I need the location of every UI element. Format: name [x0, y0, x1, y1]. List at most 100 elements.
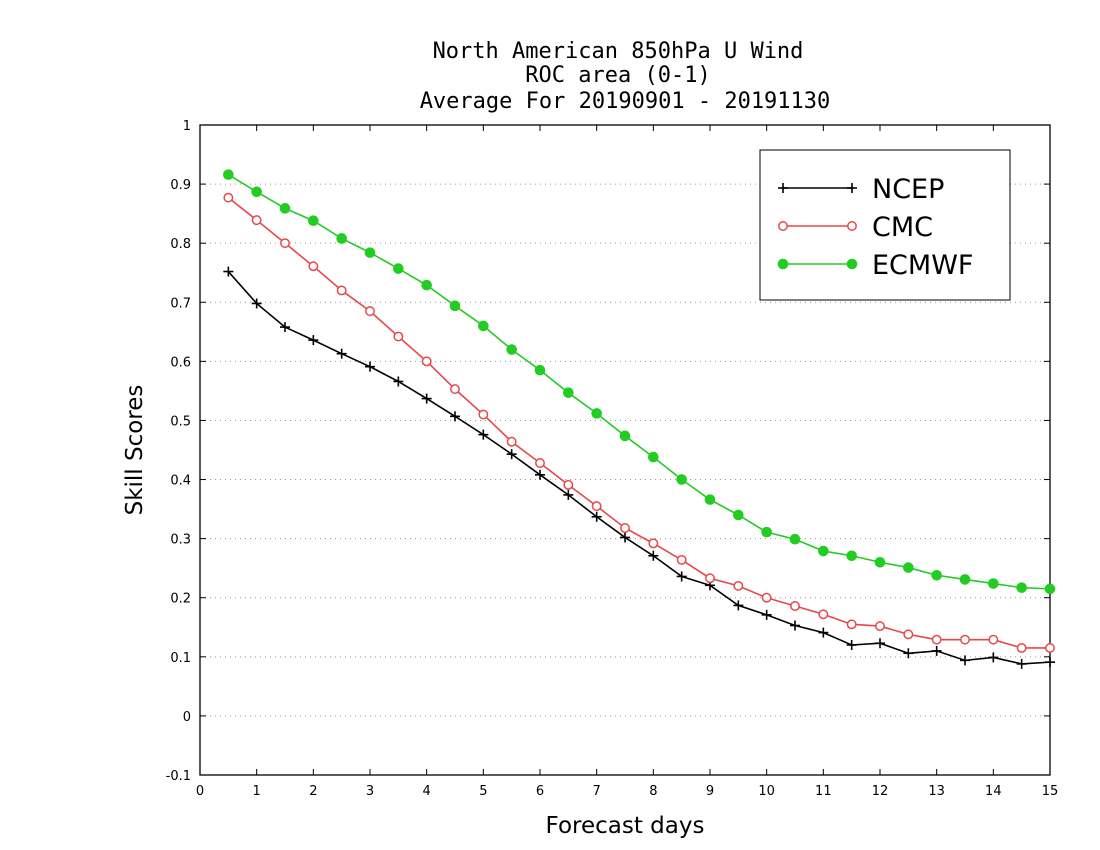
legend-item-cmc: CMC	[778, 212, 933, 243]
data-point-ecmwf	[818, 545, 829, 557]
x-tick-label: 10	[758, 784, 775, 799]
data-point-ncep	[988, 652, 999, 663]
legend: NCEP CMC ECMWF	[759, 149, 1011, 301]
series-cmc	[223, 192, 1055, 653]
data-point-ecmwf	[591, 408, 602, 419]
legend-label: CMC	[872, 212, 933, 243]
x-tick-label: 14	[985, 784, 1002, 799]
x-tick-label: 3	[366, 784, 374, 799]
data-point-cmc	[676, 554, 687, 565]
data-point-cmc	[960, 634, 970, 645]
data-point-ncep	[676, 571, 687, 582]
data-point-cmc	[1045, 643, 1055, 653]
plot-frame	[199, 124, 1051, 776]
x-axis-label: Forecast days	[546, 813, 705, 839]
data-point-ncep	[336, 348, 347, 359]
x-tick-label: 4	[423, 784, 431, 799]
data-point-ncep	[875, 638, 885, 649]
data-point-cmc	[648, 538, 659, 549]
data-point-ecmwf	[733, 509, 744, 521]
data-point-ncep	[308, 335, 319, 346]
data-point-cmc	[846, 619, 857, 630]
data-point-cmc	[818, 609, 829, 620]
data-point-ncep	[280, 322, 290, 333]
data-point-cmc	[421, 356, 432, 367]
x-tick-label: 7	[593, 784, 601, 799]
data-point-ecmwf	[761, 526, 772, 538]
legend-marker	[778, 183, 788, 193]
data-point-ncep	[790, 620, 800, 631]
x-tick-label: 1	[253, 784, 261, 799]
data-point-ncep	[761, 609, 772, 620]
y-tick-label: 0	[183, 710, 191, 725]
data-point-ecmwf	[563, 387, 574, 398]
x-tick-label: 8	[649, 784, 657, 799]
data-point-cmc	[705, 573, 715, 584]
data-point-ncep	[421, 393, 432, 404]
x-tick-label: 2	[309, 784, 317, 799]
data-point-ncep	[506, 449, 517, 460]
legend-marker	[846, 258, 858, 270]
series-layer	[223, 169, 1056, 669]
legend-label: NCEP	[872, 174, 944, 205]
data-point-ecmwf	[449, 300, 461, 312]
data-point-cmc	[393, 331, 404, 342]
data-point-cmc	[988, 634, 999, 645]
data-point-ncep	[365, 361, 375, 372]
data-point-cmc	[591, 501, 602, 512]
data-point-ncep	[478, 429, 489, 440]
data-point-cmc	[931, 634, 942, 645]
data-point-cmc	[563, 479, 574, 490]
series-ncep	[223, 266, 1055, 669]
x-tick-label: 5	[479, 784, 487, 799]
y-tick-label: 0.6	[170, 355, 191, 370]
data-point-ncep	[648, 550, 659, 561]
data-point-cmc	[761, 592, 772, 603]
data-point-ecmwf	[789, 533, 801, 545]
data-point-ecmwf	[648, 451, 659, 463]
legend-item-ecmwf: ECMWF	[777, 250, 973, 281]
data-point-cmc	[251, 215, 262, 226]
chart-title-line-3: Average For 20190901 - 20191130	[420, 89, 831, 114]
data-point-ecmwf	[1016, 582, 1027, 593]
data-point-ecmwf	[251, 186, 262, 198]
x-tick-label: 11	[815, 784, 832, 799]
legend-items: NCEP CMC ECMWF	[777, 174, 973, 281]
data-point-ncep	[960, 655, 970, 666]
chart-title-line-1: North American 850hPa U Wind	[433, 39, 804, 64]
chart-title-line-2: ROC area (0-1)	[525, 63, 710, 88]
data-point-cmc	[336, 285, 347, 296]
data-point-ecmwf	[506, 344, 517, 355]
data-point-ecmwf	[223, 169, 234, 180]
data-point-ncep	[931, 645, 942, 656]
y-tick-label: 0.3	[170, 533, 191, 548]
y-tick-label: 0.7	[170, 296, 191, 311]
x-tick-label: 13	[928, 784, 945, 799]
legend-marker	[847, 221, 857, 231]
data-point-ecmwf	[308, 215, 319, 227]
data-point-cmc	[790, 601, 800, 611]
data-point-cmc	[365, 306, 375, 317]
data-point-ecmwf	[534, 364, 546, 376]
data-point-cmc	[1016, 643, 1027, 653]
legend-box	[759, 149, 1011, 301]
x-tick-label: 12	[872, 784, 889, 799]
data-point-cmc	[535, 458, 545, 468]
y-tick-label: 0.1	[170, 651, 191, 666]
data-point-ecmwf	[336, 233, 347, 244]
data-point-ncep	[393, 376, 404, 387]
legend-marker	[847, 183, 857, 193]
data-point-cmc	[903, 629, 914, 640]
data-point-ecmwf	[959, 574, 971, 585]
data-point-cmc	[308, 261, 319, 272]
x-tick-label: 15	[1042, 784, 1059, 799]
data-point-ecmwf	[704, 494, 716, 505]
data-point-ncep	[1016, 658, 1027, 669]
data-point-ecmwf	[279, 203, 291, 214]
data-point-cmc	[875, 621, 885, 632]
data-point-ecmwf	[478, 320, 489, 332]
y-axis-label: Skill Scores	[122, 385, 148, 516]
data-point-ncep	[535, 469, 545, 480]
data-point-ecmwf	[676, 474, 687, 485]
